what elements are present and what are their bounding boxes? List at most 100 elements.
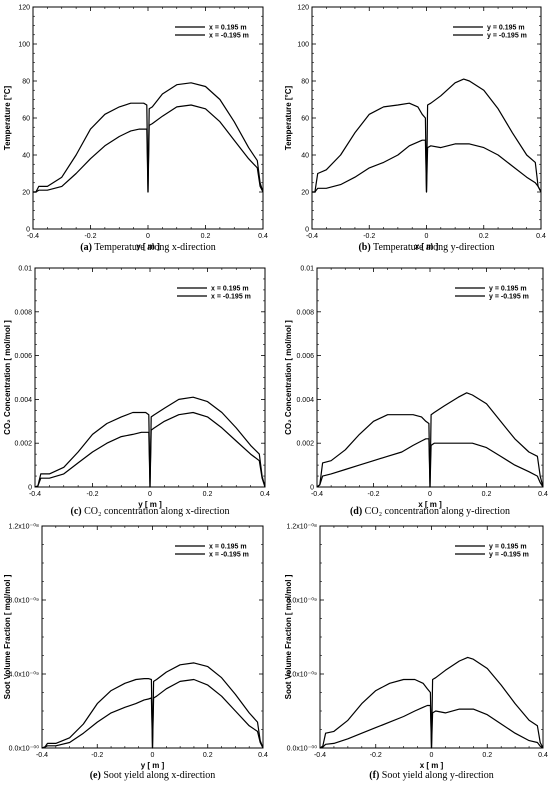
figure-caption: (a) Temperature along x-direction bbox=[80, 242, 215, 253]
x-tick-label: 0 bbox=[428, 491, 432, 498]
series-line-2 bbox=[316, 438, 544, 488]
y-tick-label: 0.0x10⁻⁰⁰ bbox=[9, 745, 40, 753]
y-tick-label: 20 bbox=[301, 190, 309, 197]
y-tick-label: 80 bbox=[22, 79, 30, 86]
x-tick-label: 0.2 bbox=[482, 491, 492, 498]
plot-frame bbox=[311, 6, 542, 230]
legend-label-1: y = 0.195 m bbox=[487, 25, 525, 32]
legend-label-1: y = 0.195 m bbox=[489, 544, 527, 551]
y-tick-label: 40 bbox=[22, 153, 30, 160]
x-axis-title: y [ m ] bbox=[136, 242, 160, 251]
legend-label-2: y = -0.195 m bbox=[489, 294, 529, 301]
x-tick-label: -0.4 bbox=[306, 233, 318, 240]
x-tick-label: 0.2 bbox=[201, 233, 211, 240]
y-tick-label: 4.0x10⁻⁰⁹ bbox=[8, 671, 39, 679]
x-tick-label: -0.4 bbox=[36, 752, 48, 759]
caption-letter: (c) bbox=[71, 506, 82, 517]
caption-letter: (a) bbox=[80, 242, 92, 253]
y-tick-label: 0.002 bbox=[14, 441, 32, 448]
y-tick-label: 0.01 bbox=[18, 266, 32, 273]
x-tick-label: 0 bbox=[146, 233, 150, 240]
x-tick-label: -0.2 bbox=[84, 233, 96, 240]
legend-label-2: x = -0.195 m bbox=[209, 552, 249, 559]
x-axis-title: y [ m ] bbox=[141, 761, 165, 770]
caption-letter: (b) bbox=[358, 242, 370, 253]
y-tick-label: 80 bbox=[301, 79, 309, 86]
y-tick-label: 0.008 bbox=[296, 309, 314, 316]
figure-caption: (e) Soot yield along x-direction bbox=[90, 770, 216, 781]
figure-caption: (b) Temperature along y-direction bbox=[358, 242, 494, 253]
legend-label-2: y = -0.195 m bbox=[487, 33, 527, 40]
y-tick-label: 8.0x10⁻⁰⁹ bbox=[8, 597, 39, 605]
legend-label-1: x = 0.195 m bbox=[211, 286, 249, 293]
legend-label-2: y = -0.195 m bbox=[489, 552, 529, 559]
legend-label-1: x = 0.195 m bbox=[209, 544, 247, 551]
y-axis-title: Soot Volume Fraction [ mol/mol ] bbox=[284, 574, 293, 699]
y-axis-title: Temperature [°C] bbox=[3, 85, 12, 150]
y-tick-label: 0 bbox=[28, 485, 32, 492]
y-tick-label: 0.004 bbox=[296, 397, 314, 404]
x-tick-label: -0.2 bbox=[370, 752, 382, 759]
y-tick-label: 120 bbox=[297, 5, 309, 12]
x-tick-label: 0.4 bbox=[536, 233, 546, 240]
y-tick-label: 0.008 bbox=[14, 309, 32, 316]
series-line-2 bbox=[41, 678, 264, 749]
x-tick-label: -0.2 bbox=[367, 491, 379, 498]
y-tick-label: 0 bbox=[310, 485, 314, 492]
y-tick-label: 0.004 bbox=[14, 397, 32, 404]
x-tick-label: 0.4 bbox=[258, 752, 268, 759]
y-tick-label: 0.006 bbox=[14, 353, 32, 360]
x-axis-title: x [ m ] bbox=[418, 500, 442, 509]
legend-label-1: y = 0.195 m bbox=[489, 286, 527, 293]
y-tick-label: 100 bbox=[297, 42, 309, 49]
y-tick-label: 0 bbox=[26, 227, 30, 234]
chart-panel-e: -0.4 -0.2 0 0.2 0.4 0.0x10⁻⁰⁰ 4.0x10⁻⁰⁹ 8.0x10⁻… bbox=[3, 523, 268, 782]
figure-caption: (f) Soot yield along y-direction bbox=[369, 770, 493, 781]
y-tick-label: 60 bbox=[22, 116, 30, 123]
y-tick-label: 4.0x10⁻⁰⁹ bbox=[286, 671, 317, 679]
legend-label-2: x = -0.195 m bbox=[211, 294, 251, 301]
x-tick-label: 0.4 bbox=[538, 752, 548, 759]
x-tick-label: 0.2 bbox=[203, 491, 213, 498]
x-axis-title: y [ m ] bbox=[138, 500, 162, 509]
y-axis-title: Temperature [°C] bbox=[284, 85, 293, 150]
y-tick-label: 0.002 bbox=[296, 441, 314, 448]
caption-text: Temperature along y-direction bbox=[373, 242, 494, 253]
chart-panel-c: -0.4 -0.2 0 0.2 0.4 0 0.002 0.004 0.006 0.008 0.01… bbox=[3, 266, 270, 518]
chart-panel-d: -0.4 -0.2 0 0.2 0.4 0 0.002 0.004 0.006 0.008 0.01… bbox=[284, 266, 548, 518]
y-axis-title: Soot Volume Fraction [ mol/mol ] bbox=[3, 574, 12, 699]
x-tick-label: 0 bbox=[151, 752, 155, 759]
chart-panel-f: -0.4 -0.2 0 0.2 0.4 0.0x10⁻⁰⁰ 4.0x10⁻⁰⁹ 8.0x10⁻… bbox=[284, 523, 548, 782]
x-tick-label: 0.2 bbox=[203, 752, 213, 759]
caption-text: Soot yield along x-direction bbox=[103, 770, 215, 781]
x-tick-label: -0.4 bbox=[314, 752, 326, 759]
y-tick-label: 0.006 bbox=[296, 353, 314, 360]
figure-caption: (d) CO₂ concentration along y-direction bbox=[350, 506, 510, 517]
y-tick-label: 40 bbox=[301, 153, 309, 160]
x-tick-label: -0.4 bbox=[311, 491, 323, 498]
x-tick-label: -0.2 bbox=[363, 233, 375, 240]
series-line-2 bbox=[319, 704, 544, 749]
x-tick-label: 0.4 bbox=[538, 491, 548, 498]
legend-label-2: x = -0.195 m bbox=[209, 33, 249, 40]
x-tick-label: -0.2 bbox=[91, 752, 103, 759]
x-tick-label: 0 bbox=[430, 752, 434, 759]
caption-text: Soot yield along y-direction bbox=[382, 770, 494, 781]
x-tick-label: 0.2 bbox=[479, 233, 489, 240]
y-tick-label: 1.2x10⁻⁰⁸ bbox=[9, 523, 40, 531]
series-line-2 bbox=[33, 104, 264, 193]
y-tick-label: 60 bbox=[301, 116, 309, 123]
series-line-2 bbox=[34, 411, 266, 488]
x-tick-label: 0.4 bbox=[258, 233, 268, 240]
caption-letter: (f) bbox=[369, 770, 379, 781]
y-tick-label: 20 bbox=[22, 190, 30, 197]
figure-caption: (c) CO₂ concentration along x-direction bbox=[71, 506, 230, 517]
x-tick-label: 0.4 bbox=[260, 491, 270, 498]
x-tick-label: 0 bbox=[148, 491, 152, 498]
x-tick-label: 0.2 bbox=[482, 752, 492, 759]
caption-text: Temperature along x-direction bbox=[94, 242, 215, 253]
x-tick-label: -0.2 bbox=[86, 491, 98, 498]
caption-text: CO₂ concentration along y-direction bbox=[365, 506, 510, 517]
